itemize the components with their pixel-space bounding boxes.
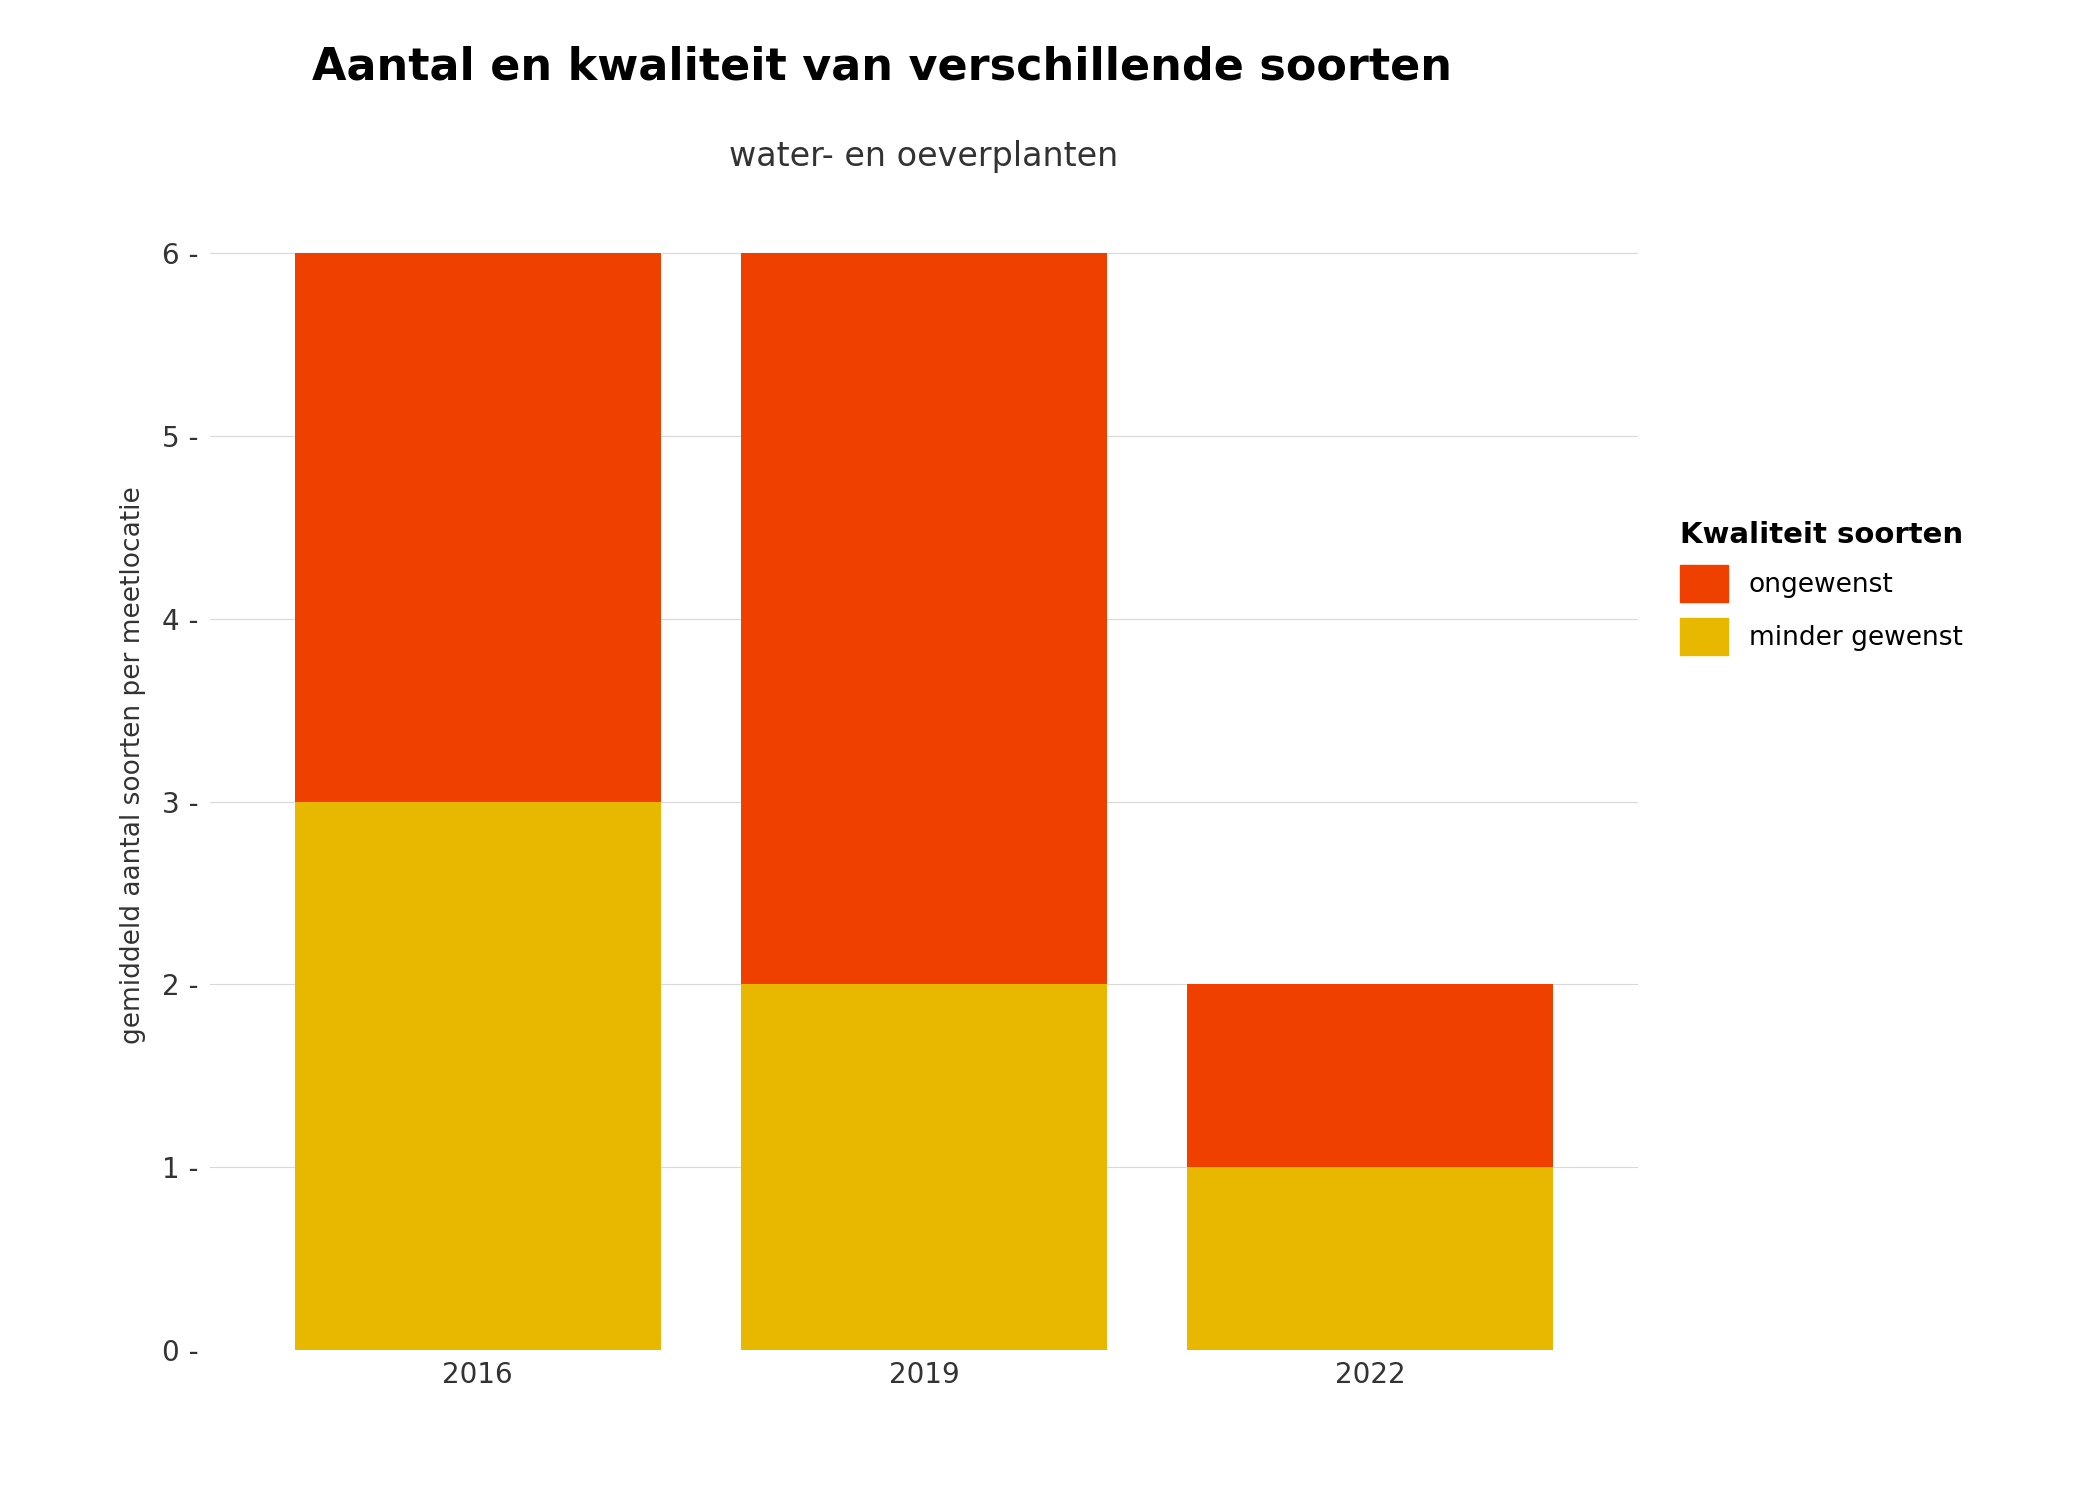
Bar <box>741 984 1107 1350</box>
Bar <box>294 801 662 1350</box>
Legend: ongewenst, minder gewenst: ongewenst, minder gewenst <box>1680 520 1964 656</box>
Bar <box>741 254 1107 984</box>
Title: water- en oeverplanten: water- en oeverplanten <box>729 140 1119 172</box>
Bar <box>1186 1167 1554 1350</box>
Text: Aantal en kwaliteit van verschillende soorten: Aantal en kwaliteit van verschillende so… <box>313 45 1451 88</box>
Bar <box>294 254 662 801</box>
Y-axis label: gemiddeld aantal soorten per meetlocatie: gemiddeld aantal soorten per meetlocatie <box>120 486 145 1044</box>
Bar <box>1186 984 1554 1167</box>
